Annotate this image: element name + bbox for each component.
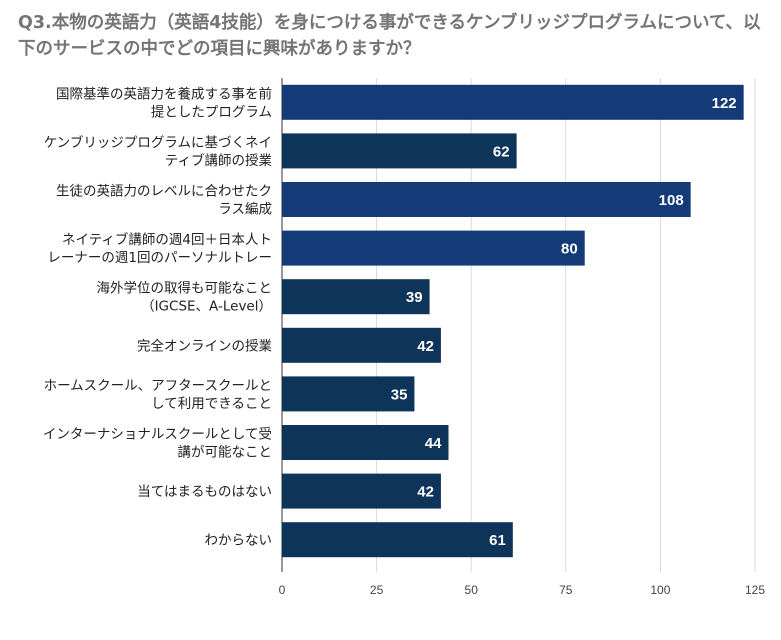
bar: [282, 230, 585, 266]
x-tick-label: 50: [465, 583, 479, 597]
bar: [282, 376, 415, 412]
category-label: 当てはまるものはない: [137, 484, 272, 500]
bar-value-label: 122: [712, 95, 737, 112]
chart-title: Q3.本物の英語力（英語4技能）を身につける事ができるケンブリッジプログラムにつ…: [18, 13, 761, 59]
x-tick-label: 75: [559, 583, 573, 597]
category-label: 国際基準の英語力を養成する事を前提としたプログラム: [56, 85, 272, 120]
bar: [282, 327, 441, 363]
category-label: 海外学位の取得も可能なこと（IGCSE、A-Level）: [97, 280, 273, 315]
bar-value-label: 42: [417, 484, 434, 501]
x-tick-label: 0: [279, 583, 286, 597]
bar: [282, 473, 441, 509]
x-tick-label: 25: [370, 583, 384, 597]
category-label: ケンブリッジプログラムに基づくネイティブ講師の授業: [44, 134, 273, 169]
bar-value-label: 42: [417, 338, 434, 355]
bar-value-label: 61: [489, 532, 506, 549]
category-label: 生徒の英語力のレベルに合わせたクラス編成: [56, 183, 272, 218]
value-labels: 122 62 108 80 39 42 35 44 42 61: [391, 95, 737, 549]
bar: [282, 522, 513, 558]
category-label: ネイティブ講師の週4回＋日本人トレーナーの週1回のパーソナルトレー: [47, 231, 272, 266]
bar: [282, 425, 449, 460]
x-tick-label: 125: [745, 583, 765, 597]
bar: [282, 182, 691, 217]
category-labels: 国際基準の英語力を養成する事を前提としたプログラムケンブリッジプログラムに基づく…: [43, 85, 273, 548]
bar: [282, 133, 517, 169]
category-label: 完全オンラインの授業: [137, 337, 272, 354]
bar-value-label: 35: [391, 386, 408, 403]
category-label: わからない: [205, 533, 273, 549]
x-tick-labels: 0 25 50 75 100 125: [279, 583, 766, 597]
bar-value-label: 44: [425, 435, 442, 452]
x-tick-label: 100: [650, 583, 670, 597]
bar: [282, 84, 744, 120]
bars: [282, 84, 744, 558]
bar-value-label: 39: [406, 289, 423, 306]
bar-value-label: 108: [659, 192, 684, 209]
bar: [282, 279, 430, 315]
category-label: ホームスクール、アフタースクールとして利用できること: [44, 378, 272, 412]
bar-value-label: 62: [493, 143, 510, 160]
bar-value-label: 80: [561, 241, 578, 258]
category-label: インターナショナルスクールとして受講が可能なこと: [43, 427, 272, 461]
